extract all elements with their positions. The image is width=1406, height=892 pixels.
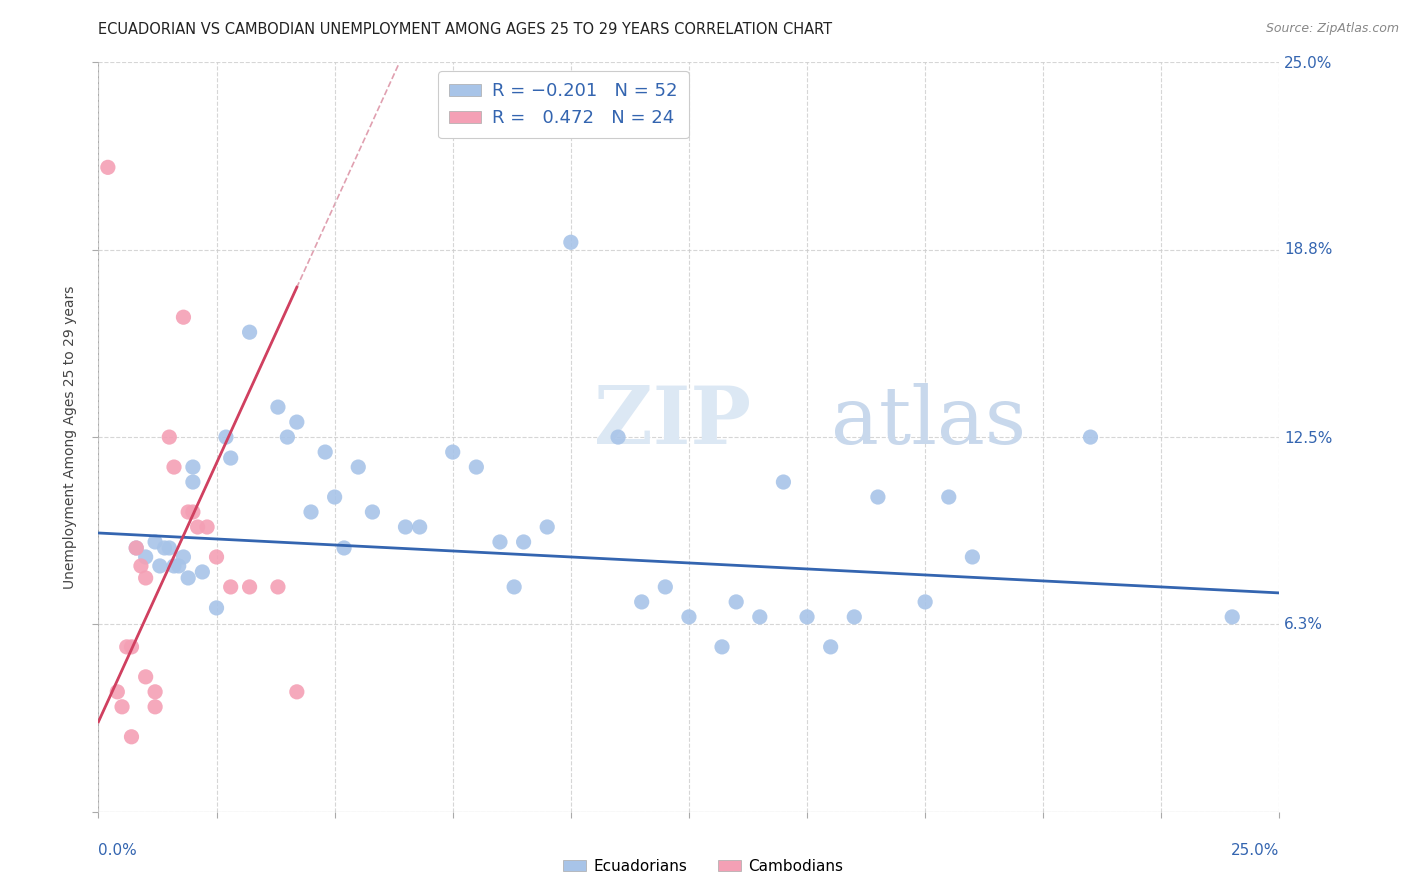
Point <box>465 460 488 475</box>
Point <box>239 580 262 594</box>
Point <box>866 490 889 504</box>
Point <box>267 580 290 594</box>
Point <box>711 640 734 654</box>
Point <box>489 535 512 549</box>
Point <box>820 640 842 654</box>
Text: atlas: atlas <box>831 383 1026 461</box>
Point <box>181 460 204 475</box>
Point <box>285 415 308 429</box>
Point <box>121 640 143 654</box>
Point <box>135 571 157 585</box>
Point <box>962 549 984 564</box>
Point <box>503 580 526 594</box>
Point <box>163 460 186 475</box>
Point <box>394 520 416 534</box>
Point <box>607 430 630 444</box>
Point <box>205 601 228 615</box>
Point <box>121 730 143 744</box>
Point <box>748 610 770 624</box>
Point <box>143 535 166 549</box>
Point <box>536 520 558 534</box>
Text: 25.0%: 25.0% <box>1232 843 1279 858</box>
Point <box>408 520 430 534</box>
Point <box>772 475 794 489</box>
Legend: Ecuadorians, Cambodians: Ecuadorians, Cambodians <box>557 853 849 880</box>
Point <box>153 541 176 555</box>
Point <box>323 490 346 504</box>
Point <box>361 505 384 519</box>
Point <box>560 235 582 250</box>
Point <box>512 535 534 549</box>
Point <box>678 610 700 624</box>
Point <box>299 505 322 519</box>
Point <box>111 699 134 714</box>
Point <box>219 451 242 466</box>
Legend: R = −0.201   N = 52, R =   0.472   N = 24: R = −0.201 N = 52, R = 0.472 N = 24 <box>439 71 689 138</box>
Point <box>1220 610 1243 624</box>
Point <box>333 541 356 555</box>
Point <box>195 520 218 534</box>
Point <box>97 161 120 175</box>
Point <box>172 310 194 325</box>
Point <box>914 595 936 609</box>
Text: ZIP: ZIP <box>595 383 751 461</box>
Point <box>267 400 290 414</box>
Point <box>125 541 148 555</box>
Point <box>1080 430 1102 444</box>
Point <box>163 558 186 573</box>
Point <box>157 541 180 555</box>
Point <box>181 475 204 489</box>
Point <box>181 505 204 519</box>
Point <box>215 430 238 444</box>
Point <box>177 571 200 585</box>
Text: Source: ZipAtlas.com: Source: ZipAtlas.com <box>1265 22 1399 36</box>
Point <box>844 610 866 624</box>
Point <box>143 699 166 714</box>
Point <box>347 460 370 475</box>
Point <box>149 558 172 573</box>
Point <box>135 670 157 684</box>
Point <box>167 558 190 573</box>
Point <box>205 549 228 564</box>
Point <box>157 430 180 444</box>
Point <box>105 685 128 699</box>
Point <box>135 549 157 564</box>
Point <box>125 541 148 555</box>
Point <box>285 685 308 699</box>
Point <box>654 580 676 594</box>
Point <box>796 610 818 624</box>
Point <box>630 595 652 609</box>
Point <box>725 595 748 609</box>
Point <box>219 580 242 594</box>
Y-axis label: Unemployment Among Ages 25 to 29 years: Unemployment Among Ages 25 to 29 years <box>63 285 77 589</box>
Point <box>938 490 960 504</box>
Text: 0.0%: 0.0% <box>98 843 138 858</box>
Point <box>441 445 464 459</box>
Point <box>191 565 214 579</box>
Point <box>177 505 200 519</box>
Point <box>314 445 336 459</box>
Point <box>129 558 152 573</box>
Point <box>143 685 166 699</box>
Point <box>115 640 138 654</box>
Point <box>276 430 298 444</box>
Point <box>187 520 209 534</box>
Text: ECUADORIAN VS CAMBODIAN UNEMPLOYMENT AMONG AGES 25 TO 29 YEARS CORRELATION CHART: ECUADORIAN VS CAMBODIAN UNEMPLOYMENT AMO… <box>98 22 832 37</box>
Point <box>172 549 194 564</box>
Point <box>239 325 262 339</box>
